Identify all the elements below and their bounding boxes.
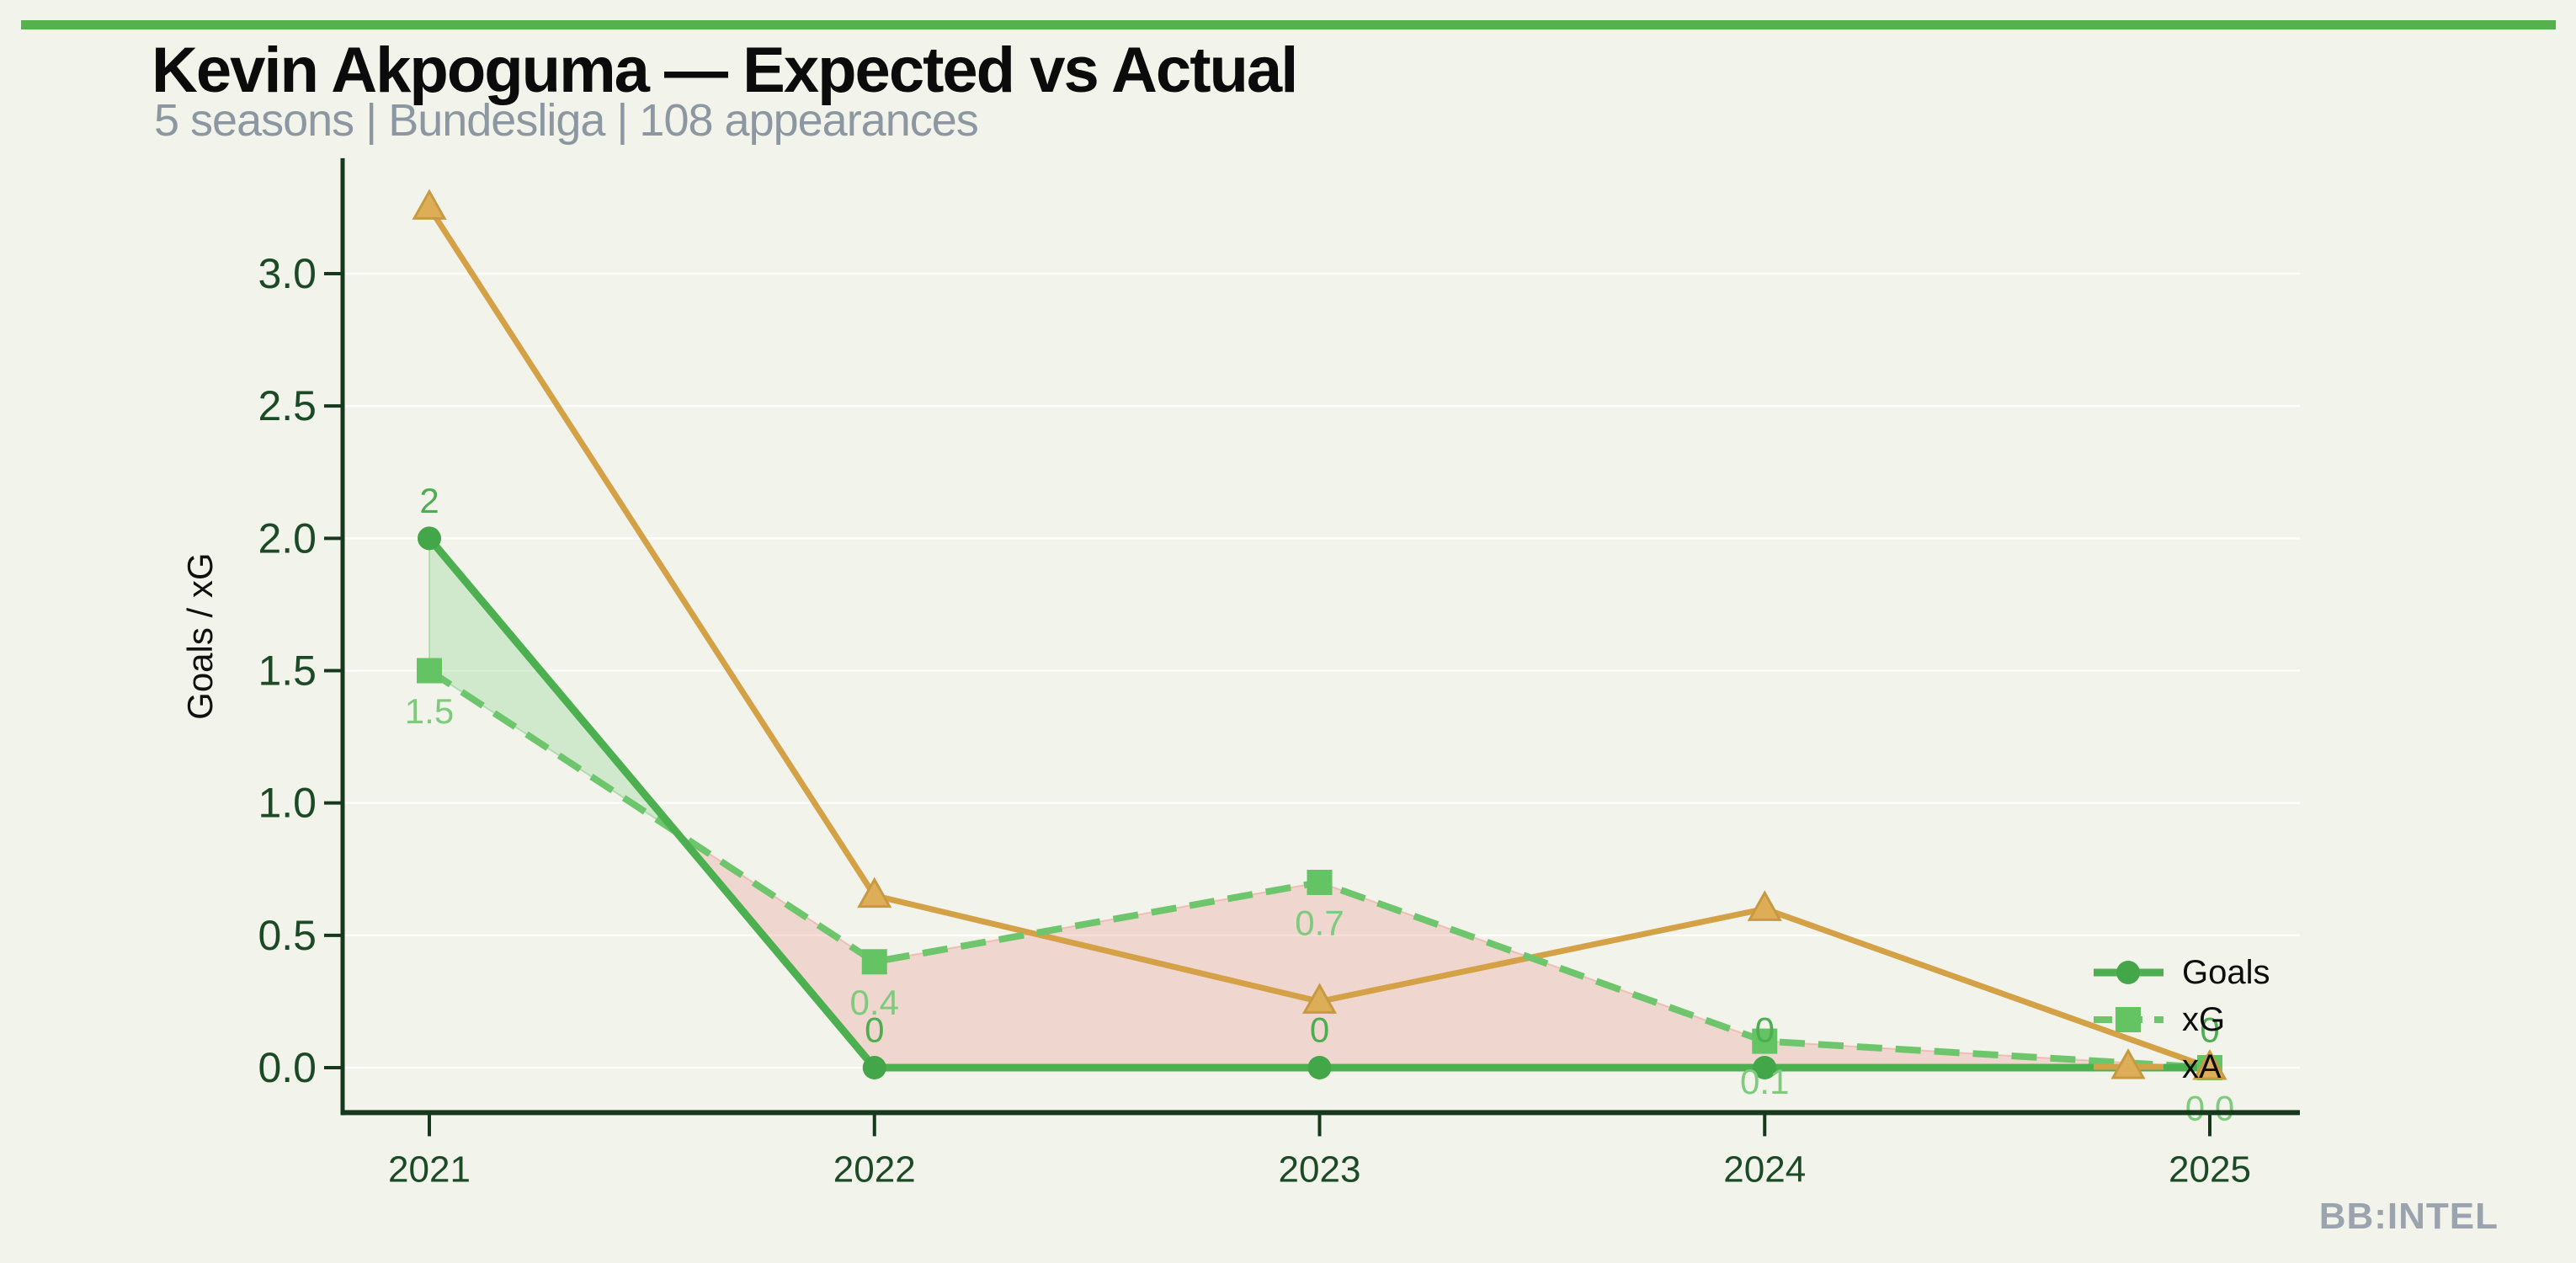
y-axis-title: Goals / xG <box>180 552 220 719</box>
goals-marker <box>1307 1056 1332 1079</box>
y-tick-label: 2.5 <box>258 382 317 429</box>
y-tick-label: 3.0 <box>258 250 317 297</box>
goals-value-label: 0 <box>1310 1010 1329 1050</box>
y-tick-label: 1.0 <box>258 780 317 827</box>
x-tick-label: 2021 <box>388 1148 471 1190</box>
y-tick-label: 2.0 <box>258 514 317 562</box>
xg-marker <box>2116 1007 2141 1032</box>
legend-item-xg: xG <box>2094 1001 2225 1038</box>
legend-item-xa: xA <box>2094 1047 2222 1085</box>
y-tick-label: 0.5 <box>258 912 317 959</box>
xa-marker <box>2192 1048 2227 1080</box>
chart-title: Kevin Akpoguma — Expected vs Actual <box>152 35 1298 106</box>
series-markers <box>412 189 2227 1080</box>
legend-item-goals: Goals <box>2094 954 2270 991</box>
xa-marker <box>2110 1047 2146 1079</box>
legend-label-xa: xA <box>2182 1048 2222 1085</box>
goals-marker <box>418 526 441 551</box>
xg-value-label: 1.5 <box>405 691 454 731</box>
legend: Goals xG xA <box>2094 954 2270 1085</box>
goals-value-label: 0 <box>2200 1010 2219 1050</box>
data-labels: 20 0 0 01.50.40.70.10.0 <box>405 481 2234 1128</box>
chart-subtitle: 5 seasons | Bundesliga | 108 appearances <box>154 95 979 146</box>
xa-marker <box>857 877 892 909</box>
xg-marker <box>417 658 442 684</box>
watermark-text: BB:INTEL <box>2318 1196 2499 1237</box>
y-tick-label: 1.5 <box>258 647 317 695</box>
top-accent-bar <box>21 20 2556 29</box>
goals-value-label: 0 <box>1755 1010 1775 1050</box>
xg-marker <box>1307 869 1333 895</box>
goals-marker <box>862 1056 886 1079</box>
x-tick-label: 2023 <box>1279 1148 1361 1190</box>
goals-value-label: 2 <box>419 481 439 520</box>
xa-marker <box>1301 983 1338 1014</box>
goals-value-label: 0 <box>865 1010 884 1050</box>
x-tick-label: 2025 <box>2169 1148 2251 1190</box>
xg-value-label: 0.1 <box>1740 1062 1789 1101</box>
goals-marker <box>1753 1056 1777 1079</box>
diff-fill-negative <box>675 831 2211 1068</box>
gridlines <box>343 272 2300 1069</box>
goals-marker <box>2116 961 2140 984</box>
xg-value-label: 0.7 <box>1295 903 1344 942</box>
legend-label-xg: xG <box>2182 1001 2225 1038</box>
xa-marker <box>412 189 447 220</box>
legend-label-goals: Goals <box>2182 954 2270 991</box>
xg-marker <box>1752 1028 1778 1054</box>
xa-marker <box>1747 890 1782 921</box>
x-tick-label: 2024 <box>1723 1148 1806 1190</box>
xg-value-label: 0.4 <box>850 983 899 1022</box>
x-tick-label: 2022 <box>833 1148 916 1190</box>
y-tick-label: 0.0 <box>258 1044 317 1091</box>
xg-marker <box>861 949 887 975</box>
